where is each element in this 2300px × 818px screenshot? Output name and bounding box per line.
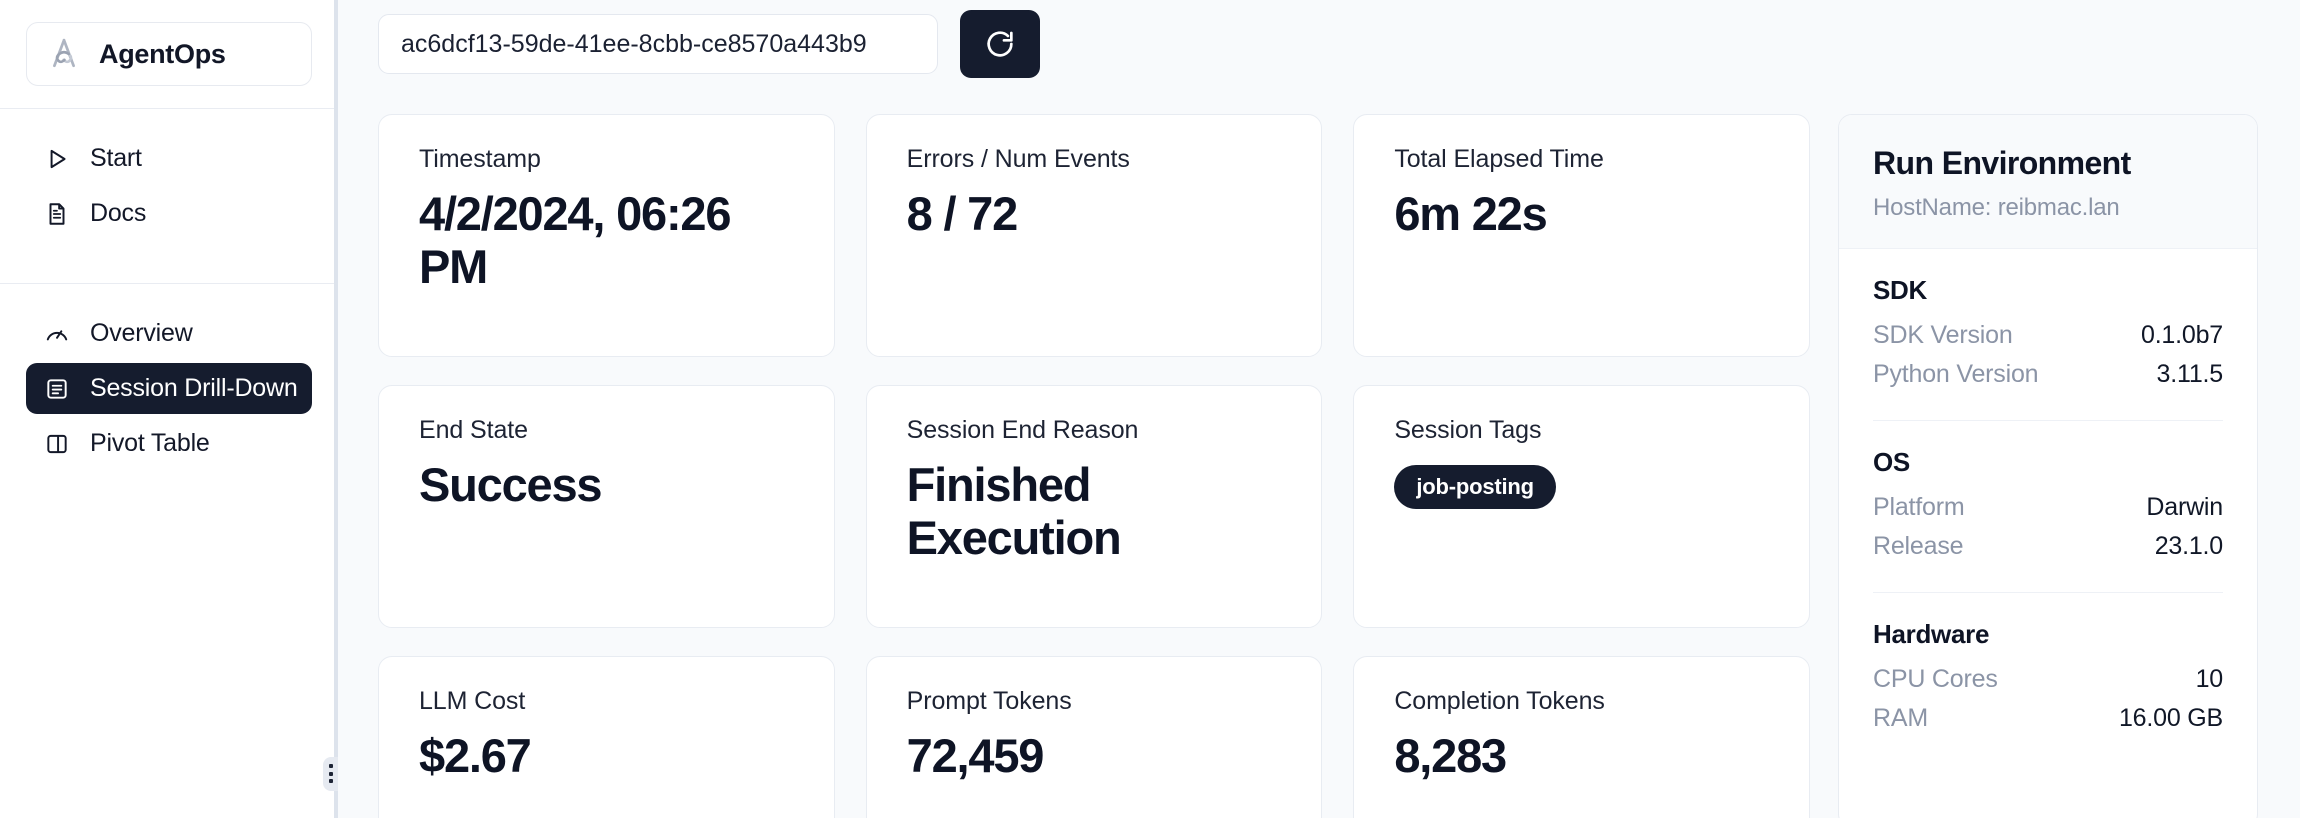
env-section-title: OS bbox=[1873, 447, 1910, 477]
card-label: End State bbox=[419, 416, 528, 444]
sidebar-item-label: Pivot Table bbox=[90, 429, 210, 457]
run-environment-body: SDK SDK Version 0.1.0b7 Python Version 3… bbox=[1839, 249, 2257, 738]
metric-card-end-state: End State Success bbox=[378, 385, 835, 628]
sidebar-item-start[interactable]: Start bbox=[26, 133, 312, 184]
card-value: Finished Execution bbox=[906, 458, 1122, 564]
card-value: 72,459 bbox=[906, 729, 1045, 782]
env-key: SDK Version bbox=[1873, 321, 2013, 349]
card-label: Session Tags bbox=[1394, 416, 1542, 444]
env-key: CPU Cores bbox=[1873, 665, 1998, 693]
main-content: Timestamp 4/2/2024, 06:26 PM Errors / Nu… bbox=[338, 0, 2300, 818]
card-label: Completion Tokens bbox=[1394, 687, 1605, 715]
card-value: 4/2/2024, 06:26 PM bbox=[419, 187, 731, 293]
metric-card-total-elapsed-time: Total Elapsed Time 6m 22s bbox=[1353, 114, 1810, 357]
env-row: CPU Cores 10 bbox=[1873, 660, 2223, 699]
env-row: Python Version 3.11.5 bbox=[1873, 355, 2223, 394]
metric-card-session-tags: Session Tags job-posting bbox=[1353, 385, 1810, 628]
sidebar-divider-1 bbox=[0, 108, 338, 109]
nav-group-secondary: Overview Session Drill-Down bbox=[0, 284, 338, 491]
env-section-title: Hardware bbox=[1873, 619, 1990, 649]
grip-dot bbox=[329, 779, 333, 784]
env-key: Python Version bbox=[1873, 360, 2039, 388]
env-row: SDK Version 0.1.0b7 bbox=[1873, 316, 2223, 355]
session-id-input[interactable] bbox=[378, 14, 938, 74]
env-value: 3.11.5 bbox=[2156, 360, 2224, 388]
card-value: Success bbox=[419, 458, 603, 511]
env-value: 16.00 GB bbox=[2118, 704, 2223, 732]
env-key: Release bbox=[1873, 532, 1964, 560]
refresh-button[interactable] bbox=[960, 10, 1040, 78]
refresh-icon bbox=[983, 27, 1017, 61]
sidebar: AgentOps Start bbox=[0, 0, 349, 818]
env-section-title: SDK bbox=[1873, 275, 1927, 305]
content-area: Timestamp 4/2/2024, 06:26 PM Errors / Nu… bbox=[338, 88, 2300, 818]
run-environment-panel: Run Environment HostName: reibmac.lan SD… bbox=[1838, 114, 2258, 818]
card-value: 6m 22s bbox=[1394, 187, 1547, 240]
env-row: RAM 16.00 GB bbox=[1873, 699, 2223, 738]
metric-card-llm-cost: LLM Cost $2.67 bbox=[378, 656, 835, 818]
brand-button[interactable]: AgentOps bbox=[26, 22, 312, 86]
grip-dot bbox=[329, 764, 333, 768]
columns-icon bbox=[44, 431, 70, 457]
sidebar-item-label: Overview bbox=[90, 319, 193, 347]
paperclip-logo-icon bbox=[47, 37, 81, 71]
run-environment-header: Run Environment HostName: reibmac.lan bbox=[1839, 115, 2257, 249]
env-key: Platform bbox=[1873, 493, 1965, 521]
metric-card-grid: Timestamp 4/2/2024, 06:26 PM Errors / Nu… bbox=[378, 114, 1810, 818]
page-title: Run Environment bbox=[1873, 145, 2131, 181]
document-icon bbox=[44, 201, 70, 227]
metric-card-prompt-tokens: Prompt Tokens 72,459 bbox=[865, 656, 1323, 818]
card-label: Total Elapsed Time bbox=[1394, 145, 1604, 173]
card-label: LLM Cost bbox=[419, 687, 526, 715]
metric-card-session-end-reason: Session End Reason Finished Execution bbox=[865, 385, 1323, 628]
env-section-hardware: Hardware CPU Cores 10 RAM 16.00 GB bbox=[1873, 592, 2223, 738]
sidebar-divider-2 bbox=[0, 283, 338, 284]
hostname-text: HostName: reibmac.lan bbox=[1873, 194, 2120, 221]
metric-card-errors-num-events: Errors / Num Events 8 / 72 bbox=[865, 114, 1323, 357]
env-key: RAM bbox=[1873, 704, 1928, 732]
sidebar-item-label: Docs bbox=[90, 199, 147, 227]
sidebar-item-pivot-table[interactable]: Pivot Table bbox=[26, 418, 312, 469]
card-label: Timestamp bbox=[419, 145, 541, 173]
card-value: 8,283 bbox=[1394, 729, 1507, 782]
brand-name: AgentOps bbox=[99, 38, 226, 69]
card-value: $2.67 bbox=[419, 729, 532, 782]
card-label: Errors / Num Events bbox=[906, 145, 1130, 173]
env-value: 0.1.0b7 bbox=[2140, 321, 2223, 349]
sidebar-item-overview[interactable]: Overview bbox=[26, 308, 312, 359]
env-section-sdk: SDK SDK Version 0.1.0b7 Python Version 3… bbox=[1873, 249, 2223, 394]
env-value: 10 bbox=[2195, 665, 2224, 693]
metric-card-timestamp: Timestamp 4/2/2024, 06:26 PM bbox=[378, 114, 835, 357]
sidebar-item-docs[interactable]: Docs bbox=[26, 188, 312, 239]
env-row: Release 23.1.0 bbox=[1873, 527, 2223, 566]
list-panel-icon bbox=[44, 376, 70, 402]
metric-card-completion-tokens: Completion Tokens 8,283 bbox=[1353, 656, 1810, 818]
brand-wrapper: AgentOps bbox=[0, 0, 338, 86]
toolbar bbox=[338, 0, 2300, 88]
env-value: 23.1.0 bbox=[2154, 532, 2224, 560]
card-value: 8 / 72 bbox=[906, 187, 1019, 240]
card-label: Session End Reason bbox=[906, 416, 1139, 444]
session-tag-list: job-posting bbox=[1394, 465, 1769, 509]
play-triangle-icon bbox=[44, 146, 70, 172]
nav-group-primary: Start Docs bbox=[0, 109, 338, 261]
status-badge[interactable]: job-posting bbox=[1394, 465, 1556, 509]
env-row: Platform Darwin bbox=[1873, 488, 2223, 527]
sidebar-item-label: Start bbox=[90, 144, 142, 172]
env-value: Darwin bbox=[2146, 493, 2223, 521]
card-label: Prompt Tokens bbox=[906, 687, 1072, 715]
sidebar-item-label: Session Drill-Down bbox=[90, 374, 298, 402]
grip-dot bbox=[329, 771, 333, 776]
env-section-os: OS Platform Darwin Release 23.1.0 bbox=[1873, 420, 2223, 566]
sidebar-item-session-drill-down[interactable]: Session Drill-Down bbox=[26, 363, 312, 414]
gauge-icon bbox=[44, 321, 70, 347]
